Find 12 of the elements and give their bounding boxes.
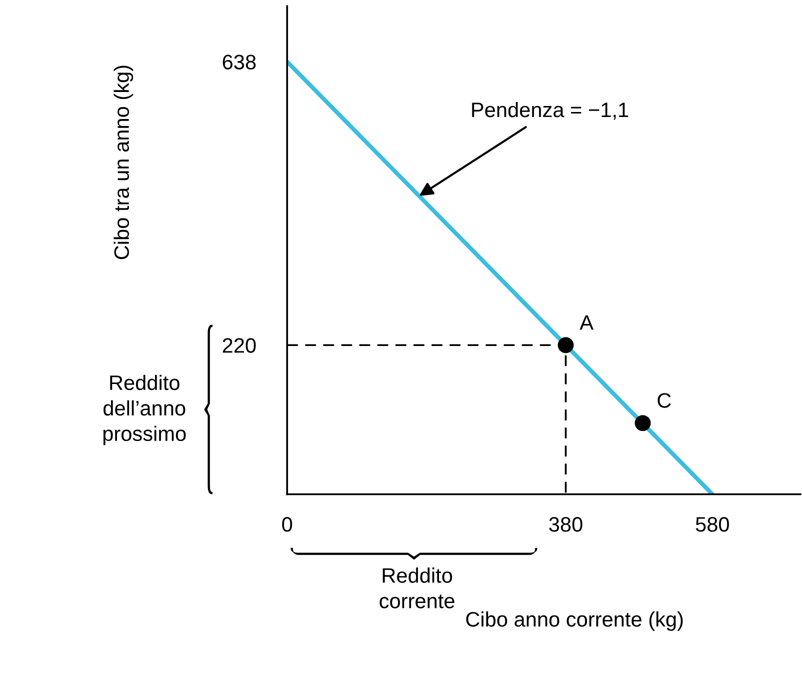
y-tick-label: 220 <box>222 338 256 353</box>
y-tick-label: 638 <box>222 54 256 70</box>
annotation: Pendenza = −1,1 <box>472 102 628 120</box>
text: Reddito corrente <box>380 568 454 608</box>
x-tick-label: 0 <box>282 517 292 532</box>
annotation: C <box>658 393 671 408</box>
text: Reddito dell’anno prossimo <box>103 374 186 446</box>
x-tick-label: 580 <box>696 517 729 532</box>
x-axis-title: Cibo anno corrente (kg) <box>466 611 683 631</box>
annotation: A <box>580 315 594 330</box>
x-tick-label: 380 <box>549 517 582 532</box>
y-axis-title: Cibo tra un anno (kg) <box>114 66 134 260</box>
